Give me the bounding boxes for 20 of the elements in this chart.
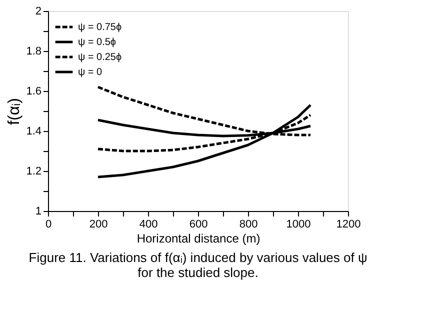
x-axis-title: Horizontal distance (m) — [136, 232, 260, 246]
legend-label: ψ = 0.25ϕ — [78, 52, 122, 63]
x-tick-label: 1000 — [286, 218, 311, 230]
y-tick-label: 1.2 — [26, 166, 42, 178]
y-tick-label: 2 — [35, 6, 42, 18]
y-tick-label: 1.4 — [26, 126, 42, 138]
legend-label: ψ = 0.5ϕ — [78, 37, 116, 48]
legend-label: ψ = 0 — [78, 67, 103, 78]
x-tick-label: 800 — [239, 218, 258, 230]
y-axis-title: f(αᵢ) — [6, 98, 24, 125]
x-tick-label: 400 — [139, 218, 158, 230]
x-tick-label: 600 — [189, 218, 208, 230]
x-tick-label: 1200 — [336, 218, 361, 230]
y-tick-label: 1 — [35, 206, 42, 218]
caption: Figure 11. Variations of f(αᵢ) induced by various values of ψ for the studied slope. — [28, 250, 368, 280]
legend-label: ψ = 0.75ϕ — [78, 22, 122, 33]
x-tick-label: 0 — [45, 218, 52, 230]
x-tick-label: 200 — [89, 218, 108, 230]
y-tick-label: 1.6 — [26, 86, 42, 98]
y-tick-label: 1.8 — [26, 46, 42, 58]
